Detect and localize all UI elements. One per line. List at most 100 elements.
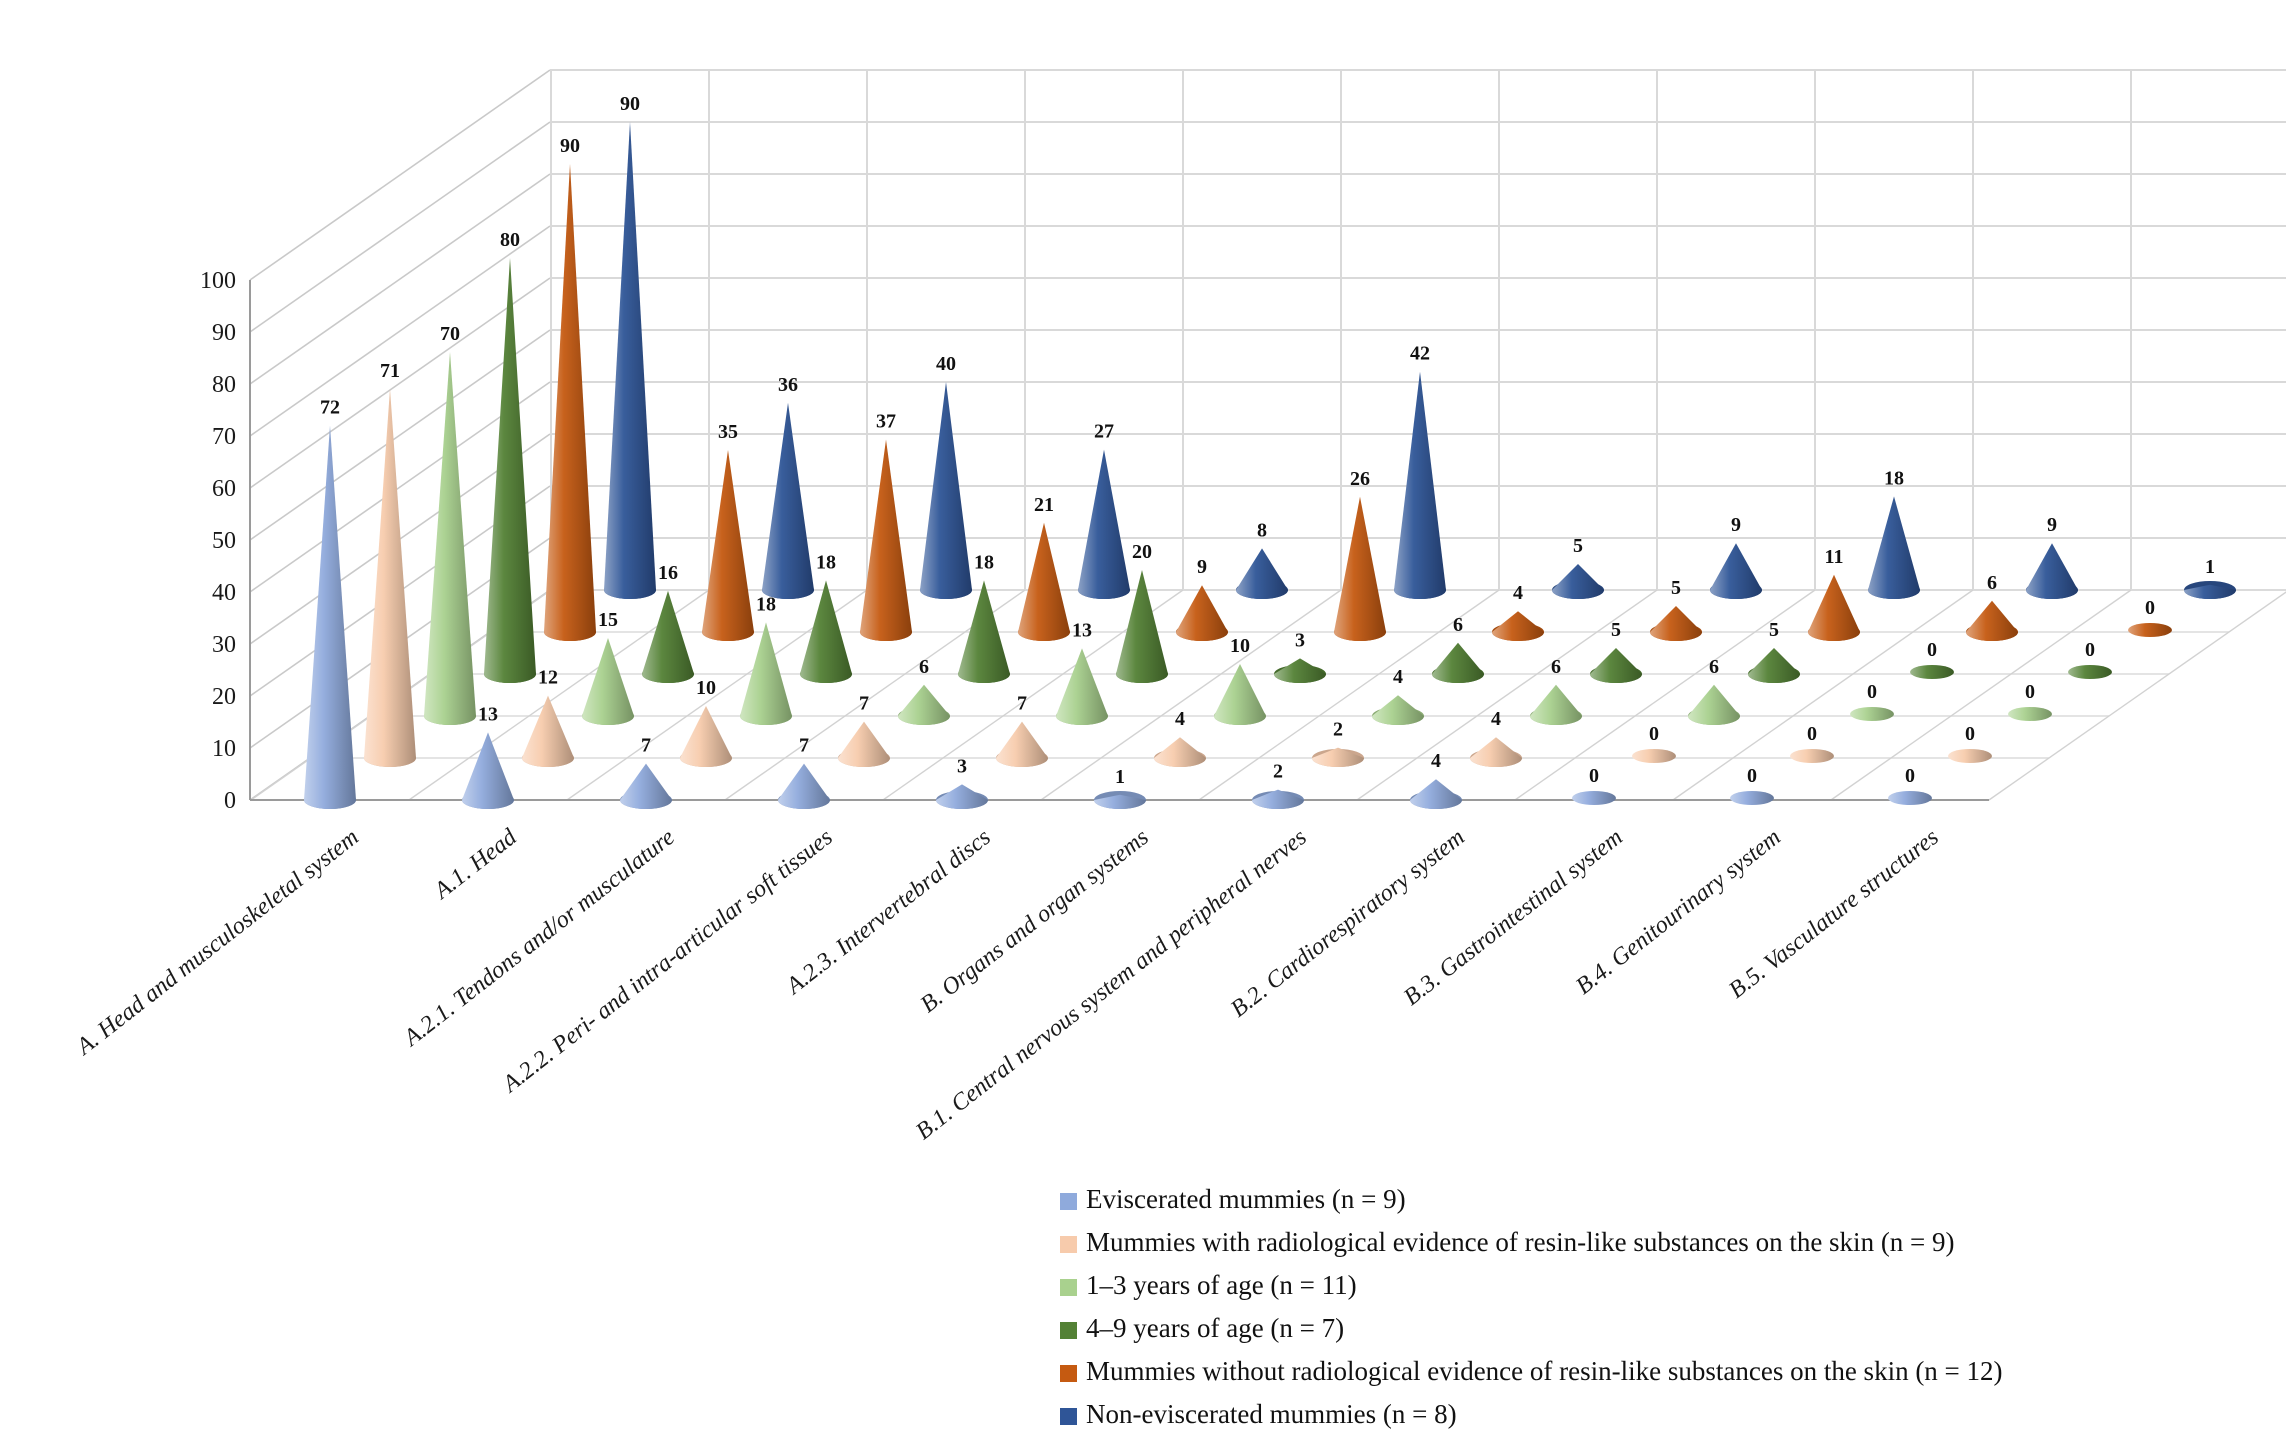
cone-2-7: 6	[1530, 656, 1582, 725]
cone-zero-disc	[1888, 791, 1932, 805]
cone-body	[800, 580, 852, 683]
cone-value-label: 40	[936, 353, 956, 375]
cone-1-7: 4	[1470, 708, 1522, 767]
legend-swatch	[1060, 1236, 1077, 1253]
cone-1-3: 7	[838, 693, 890, 767]
cone-value-label: 3	[957, 755, 967, 777]
cone-5-8: 18	[1868, 467, 1920, 599]
cone-value-label: 0	[1807, 723, 1817, 745]
cone-0-3: 7	[778, 735, 830, 809]
y-axis-tick-label: 40	[212, 580, 236, 606]
cone-value-label: 11	[1825, 546, 1844, 568]
cone-body	[424, 352, 476, 725]
cone-value-label: 9	[1731, 514, 1741, 536]
cone-3-4: 20	[1116, 541, 1168, 683]
cone-4-0: 90	[544, 135, 596, 641]
cone-body	[958, 580, 1010, 683]
cone-body	[1650, 606, 1702, 641]
cone-0-1: 13	[462, 703, 514, 809]
cone-body	[642, 590, 694, 683]
cone-value-label: 6	[1987, 572, 1997, 594]
cone-value-label: 21	[1034, 494, 1054, 516]
cone-4-10: 0	[2128, 597, 2172, 637]
cone-value-label: 13	[478, 703, 498, 725]
cone-zero-disc	[1730, 791, 1774, 805]
cone-body	[1590, 648, 1642, 683]
cone-3-5: 3	[1274, 629, 1326, 683]
x-axis: A. Head and musculoskeletal system A.1. H…	[70, 824, 1943, 1145]
cone-2-0: 70	[424, 323, 476, 725]
cone-1-1: 12	[522, 667, 574, 767]
series-row-5: 90 36 40 27 8 42 5 9 18 9 1	[604, 93, 2236, 599]
cone-body	[604, 122, 656, 599]
cone-value-label: 4	[1431, 750, 1441, 772]
cone-value-label: 0	[2025, 681, 2035, 703]
cone-2-10: 0	[2008, 681, 2052, 721]
cone-body	[304, 425, 356, 809]
cone-0-7: 4	[1410, 750, 1462, 809]
cone-value-label: 5	[1671, 577, 1681, 599]
legend-item: Mummies without radiological evidence of…	[1060, 1356, 2003, 1386]
cone-body	[778, 763, 830, 809]
cone-body	[522, 695, 574, 767]
cone-value-label: 0	[1905, 765, 1915, 787]
cone-value-label: 15	[598, 609, 618, 631]
cone-1-0: 71	[364, 360, 416, 767]
cone-value-label: 9	[1197, 556, 1207, 578]
cone-value-label: 0	[1747, 765, 1757, 787]
y-axis-tick-label: 10	[212, 736, 236, 762]
cone-body	[898, 684, 950, 725]
cone-0-0: 72	[304, 397, 356, 809]
cone-4-9: 6	[1966, 572, 2018, 641]
legend-swatch	[1060, 1193, 1077, 1210]
cone-value-label: 7	[799, 735, 809, 757]
cone-body	[1530, 684, 1582, 725]
cone-zero-disc	[2068, 665, 2112, 679]
cone-value-label: 18	[1884, 467, 1904, 489]
cone-value-label: 6	[1551, 656, 1561, 678]
cone-2-4: 13	[1056, 619, 1108, 725]
cone-body	[1116, 570, 1168, 683]
cone-5-6: 5	[1552, 535, 1604, 599]
cone-4-1: 35	[702, 421, 754, 641]
cone-value-label: 0	[1927, 639, 1937, 661]
cone-body	[1552, 564, 1604, 599]
cone-body	[2184, 584, 2236, 599]
cone-body	[740, 622, 792, 725]
cone-body	[1868, 496, 1920, 599]
cone-zero-disc	[1850, 707, 1894, 721]
sidewall-gridline	[249, 225, 551, 437]
cone-1-6: 2	[1312, 719, 1364, 767]
cone-0-2: 7	[620, 735, 672, 809]
cone-value-label: 3	[1295, 629, 1305, 651]
cone-value-label: 7	[859, 693, 869, 715]
legend-label: Mummies with radiological evidence of re…	[1086, 1227, 1955, 1257]
cone-0-10: 0	[1888, 765, 1932, 805]
cone-value-label: 80	[500, 229, 520, 251]
cone-value-label: 0	[1965, 723, 1975, 745]
cone-value-label: 18	[816, 551, 836, 573]
y-axis-tick-label: 60	[212, 476, 236, 502]
cone-5-3: 27	[1078, 421, 1130, 599]
cone-body	[1372, 695, 1424, 725]
cone-zero-disc	[1948, 749, 1992, 763]
cone-value-label: 37	[876, 411, 896, 433]
cone-zero-disc	[1790, 749, 1834, 763]
cone-value-label: 16	[658, 562, 678, 584]
cone-value-label: 27	[1094, 421, 1114, 443]
cone-value-label: 6	[1453, 614, 1463, 636]
cone-body	[1154, 737, 1206, 767]
floor-category-line	[1040, 589, 1342, 801]
cone-5-1: 36	[762, 374, 814, 599]
cone-value-label: 0	[1589, 765, 1599, 787]
cone-5-10: 1	[2184, 556, 2236, 599]
cone-body	[936, 784, 988, 809]
sidewall-gridline	[249, 329, 551, 541]
legend-label: Non-eviscerated mummies (n = 8)	[1086, 1399, 1457, 1429]
sidewall-gridline	[249, 173, 551, 385]
cone-3-8: 5	[1748, 619, 1800, 683]
cone-1-9: 0	[1790, 723, 1834, 763]
cone-body	[1410, 779, 1462, 809]
